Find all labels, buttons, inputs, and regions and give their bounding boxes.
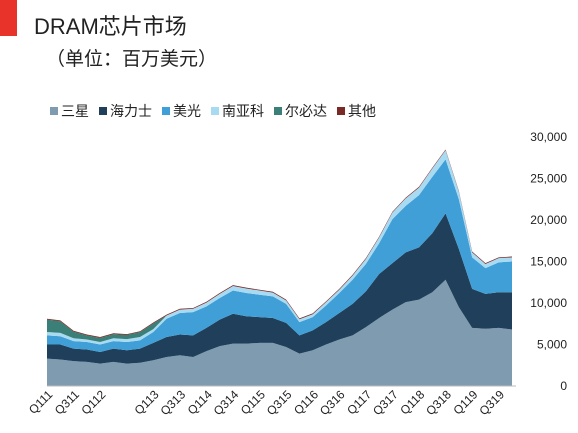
area-series [47,279,512,386]
x-tick-label: Q113 [132,387,162,417]
x-tick-label: Q112 [78,387,108,417]
legend-swatch [211,107,219,115]
legend-item: 南亚科 [211,101,264,121]
x-tick-label: Q313 [158,387,189,418]
legend-item: 美光 [162,101,201,121]
legend-swatch [50,107,58,115]
accent-block [0,0,17,36]
y-tick-label: 25,000 [530,172,567,186]
legend-label: 海力士 [110,103,152,119]
legend-item: 尔必达 [274,101,327,121]
x-tick-label: Q119 [450,387,480,417]
x-tick-label: Q114 [185,387,215,417]
y-tick-label: 10,000 [530,296,567,310]
x-tick-label: Q111 [26,387,56,417]
y-tick-label: 20,000 [530,213,567,227]
x-tick-label: Q314 [211,387,242,418]
legend-item: 三星 [50,101,89,121]
legend-swatch [337,107,345,115]
legend-label: 三星 [61,103,89,119]
x-tick-label: Q115 [238,387,268,417]
legend-label: 其他 [348,103,376,119]
y-tick-label: 15,000 [530,255,567,269]
legend-swatch [274,107,282,115]
chart-subtitle: （单位：百万美元） [46,49,218,70]
chart-title: DRAM芯片市场 [34,14,187,39]
legend-swatch [162,107,170,115]
legend-swatch [99,107,107,115]
legend-item: 其他 [337,101,376,121]
legend-item: 海力士 [99,101,152,121]
x-tick-label: Q317 [370,387,401,418]
y-tick-label: 5,000 [537,338,567,352]
chart-legend: 三星 海力士 美光 南亚科 尔必达 其他 [50,101,386,121]
legend-label: 美光 [173,103,201,119]
y-tick-label: 30,000 [530,130,567,144]
x-tick-label: Q116 [291,387,321,417]
x-tick-label: Q118 [397,387,427,417]
x-tick-label: Q316 [317,387,348,418]
area-series [47,159,512,352]
legend-label: 南亚科 [222,103,264,119]
x-tick-label: Q315 [264,387,295,418]
x-tick-label: Q319 [476,387,507,418]
x-tick-label: Q311 [52,387,82,417]
x-tick-label: Q318 [423,387,454,418]
legend-label: 尔必达 [285,103,327,119]
area-series [47,213,512,364]
y-tick-label: 0 [560,379,567,393]
x-tick-label: Q117 [344,387,374,417]
